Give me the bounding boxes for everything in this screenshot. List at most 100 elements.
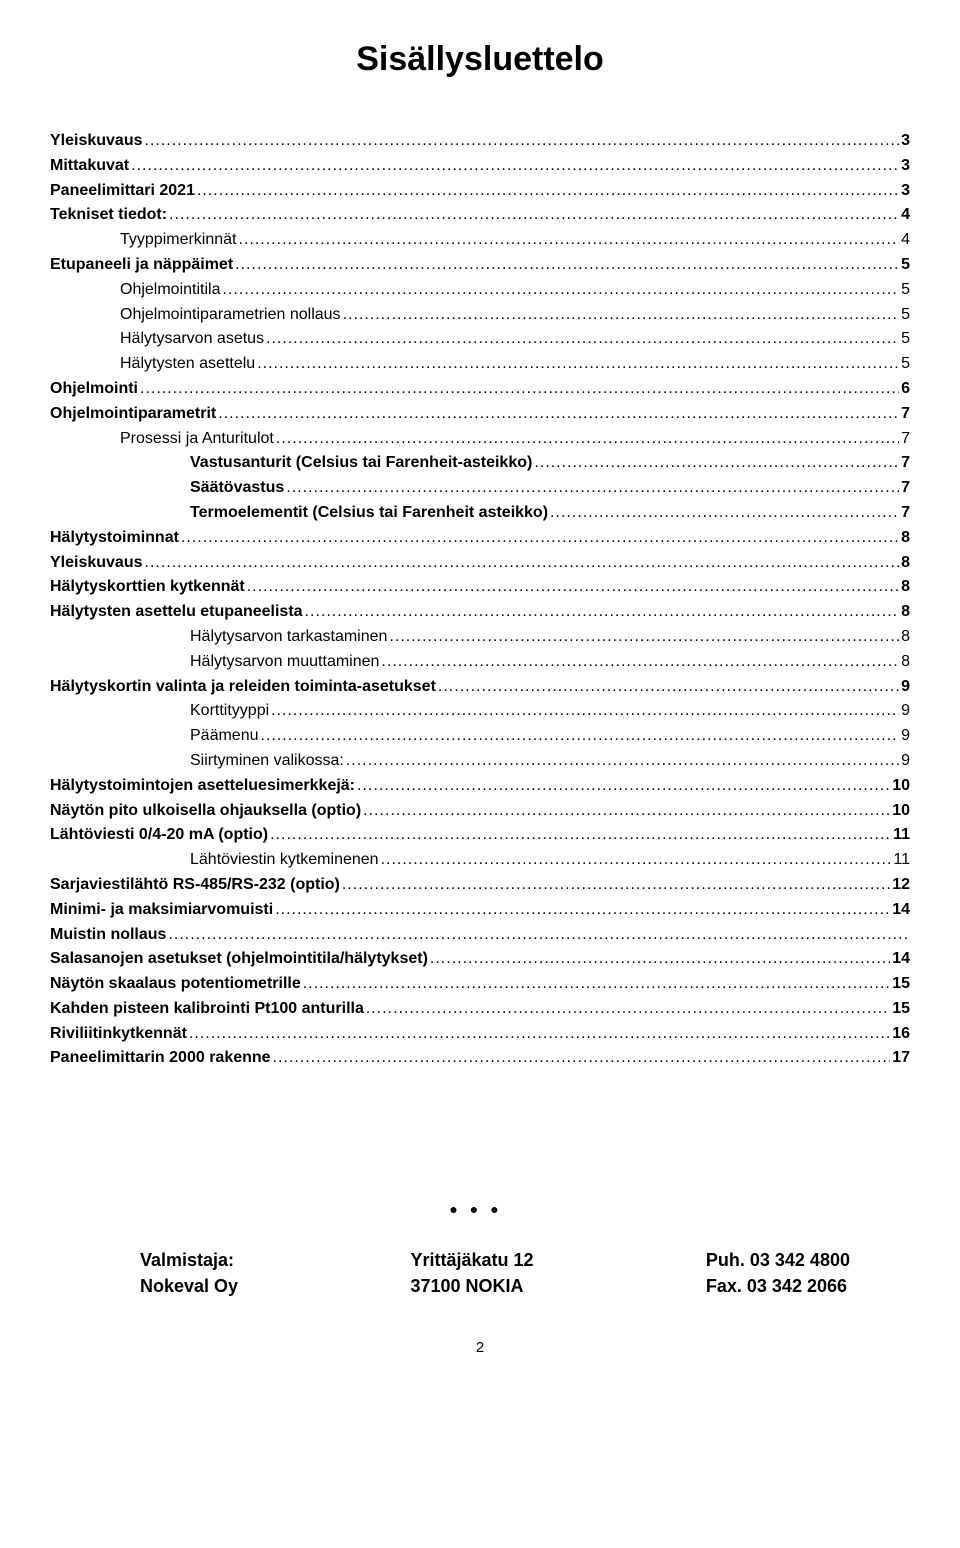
toc-label: Hälytysten asettelu etupaneelista xyxy=(50,600,303,625)
toc-page-number: 15 xyxy=(892,972,910,997)
address-city: 37100 NOKIA xyxy=(410,1273,533,1299)
toc-page-number: 7 xyxy=(901,476,910,501)
toc-label: Hälytyskorttien kytkennät xyxy=(50,575,245,600)
toc-dot-leader xyxy=(342,873,890,898)
toc-dot-leader xyxy=(366,997,890,1022)
toc-dot-leader xyxy=(363,799,890,824)
toc-dot-leader xyxy=(181,526,899,551)
toc-label: Ohjelmointi xyxy=(50,377,138,402)
toc-page-number: 8 xyxy=(901,650,910,675)
toc-dot-leader xyxy=(273,1046,891,1071)
toc-label: Hälytyskortin valinta ja releiden toimin… xyxy=(50,675,436,700)
toc-page-number: 9 xyxy=(901,749,910,774)
toc-label: Hälytysarvon tarkastaminen xyxy=(190,625,387,650)
toc-page-number: 17 xyxy=(892,1046,910,1071)
toc-row: Säätövastus 7 xyxy=(50,476,910,501)
toc-label: Mittakuvat xyxy=(50,154,129,179)
toc-page-number: 16 xyxy=(892,1022,910,1047)
toc-row: Hälytysarvon asetus5 xyxy=(50,327,910,352)
toc-row: Sarjaviestilähtö RS-485/RS-232 (optio)12 xyxy=(50,873,910,898)
page-number: 2 xyxy=(50,1339,910,1356)
toc-row: Muistin nollaus xyxy=(50,923,910,948)
toc-row: Lähtöviesti 0/4-20 mA (optio)11 xyxy=(50,823,910,848)
toc-label: Näytön pito ulkoisella ohjauksella (opti… xyxy=(50,799,361,824)
toc-label: Korttityyppi xyxy=(190,699,269,724)
toc-row: Kahden pisteen kalibrointi Pt100 anturil… xyxy=(50,997,910,1022)
toc-page-number: 8 xyxy=(901,575,910,600)
toc-label: Ohjelmointiparametrit xyxy=(50,402,216,427)
toc-dot-leader xyxy=(271,699,899,724)
toc-dot-leader xyxy=(247,575,899,600)
toc-row: Hälytystoimintojen asetteluesimerkkejä: 1… xyxy=(50,774,910,799)
toc-label: Yleiskuvaus xyxy=(50,551,143,576)
toc-row: Hälytyskortin valinta ja releiden toimin… xyxy=(50,675,910,700)
toc-page-number: 15 xyxy=(892,997,910,1022)
toc-row: Riviliitinkytkennät16 xyxy=(50,1022,910,1047)
toc-page-number: 4 xyxy=(901,203,910,228)
toc-label: Hälytysarvon muuttaminen xyxy=(190,650,379,675)
toc-dot-leader xyxy=(430,947,890,972)
toc-dot-leader xyxy=(275,898,890,923)
toc-dot-leader xyxy=(550,501,899,526)
toc-dot-leader xyxy=(343,303,900,328)
toc-label: Ohjelmointitila xyxy=(120,278,220,303)
toc-label: Muistin nollaus xyxy=(50,923,166,948)
toc-row: Yleiskuvaus3 xyxy=(50,129,910,154)
toc-label: Tekniset tiedot: xyxy=(50,203,167,228)
toc-label: Hälytystoimintojen asetteluesimerkkejä: xyxy=(50,774,355,799)
toc-row: Tekniset tiedot: 4 xyxy=(50,203,910,228)
separator-dots: ●●● xyxy=(50,1201,910,1217)
toc-label: Yleiskuvaus xyxy=(50,129,143,154)
toc-page-number: 14 xyxy=(892,898,910,923)
toc-dot-leader xyxy=(218,402,899,427)
toc-page-number: 5 xyxy=(901,253,910,278)
toc-label: Lähtöviestin kytkeminenen xyxy=(190,848,379,873)
toc-page-number: 8 xyxy=(901,625,910,650)
toc-dot-leader xyxy=(197,179,899,204)
toc-label: Prosessi ja Anturitulot xyxy=(120,427,274,452)
page-title: Sisällysluettelo xyxy=(50,40,910,79)
toc-page-number: 10 xyxy=(892,774,910,799)
toc-page-number: 8 xyxy=(901,551,910,576)
toc-row: Mittakuvat3 xyxy=(50,154,910,179)
toc-dot-leader xyxy=(270,823,891,848)
fax-number: Fax. 03 342 2066 xyxy=(706,1273,850,1299)
phone-number: Puh. 03 342 4800 xyxy=(706,1247,850,1273)
toc-row: Hälytysten asettelu5 xyxy=(50,352,910,377)
toc-dot-leader xyxy=(261,724,900,749)
toc-page-number: 10 xyxy=(892,799,910,824)
toc-label: Tyyppimerkinnät xyxy=(120,228,237,253)
toc-label: Ohjelmointiparametrien nollaus xyxy=(120,303,341,328)
toc-row: Paneelimittari 20213 xyxy=(50,179,910,204)
toc-dot-leader xyxy=(305,600,900,625)
toc-label: Hälytystoiminnat xyxy=(50,526,179,551)
manufacturer-label: Valmistaja: xyxy=(140,1247,238,1273)
toc-dot-leader xyxy=(389,625,899,650)
toc-dot-leader xyxy=(534,451,899,476)
toc-page-number: 5 xyxy=(901,352,910,377)
manufacturer-name: Nokeval Oy xyxy=(140,1273,238,1299)
toc-page-number: 8 xyxy=(901,526,910,551)
toc-page-number: 4 xyxy=(901,228,910,253)
toc-dot-leader xyxy=(266,327,899,352)
toc-dot-leader xyxy=(131,154,899,179)
toc-page-number: 9 xyxy=(901,699,910,724)
toc-row: Siirtyminen valikossa: 9 xyxy=(50,749,910,774)
toc-label: Termoelementit (Celsius tai Farenheit as… xyxy=(190,501,548,526)
toc-row: Päämenu9 xyxy=(50,724,910,749)
table-of-contents: Yleiskuvaus3Mittakuvat3Paneelimittari 20… xyxy=(50,129,910,1071)
toc-dot-leader xyxy=(438,675,899,700)
footer-contact: Puh. 03 342 4800 Fax. 03 342 2066 xyxy=(706,1247,850,1299)
toc-dot-leader xyxy=(239,228,900,253)
toc-label: Säätövastus xyxy=(190,476,284,501)
toc-label: Lähtöviesti 0/4-20 mA (optio) xyxy=(50,823,268,848)
toc-page-number: 5 xyxy=(901,303,910,328)
toc-dot-leader xyxy=(169,203,899,228)
toc-label: Siirtyminen valikossa: xyxy=(190,749,344,774)
toc-dot-leader xyxy=(303,972,890,997)
toc-page-number: 6 xyxy=(901,377,910,402)
toc-page-number: 11 xyxy=(893,848,910,873)
footer-left: Valmistaja: Nokeval Oy xyxy=(140,1247,238,1299)
toc-row: Hälytysten asettelu etupaneelista8 xyxy=(50,600,910,625)
toc-row: Korttityyppi 9 xyxy=(50,699,910,724)
